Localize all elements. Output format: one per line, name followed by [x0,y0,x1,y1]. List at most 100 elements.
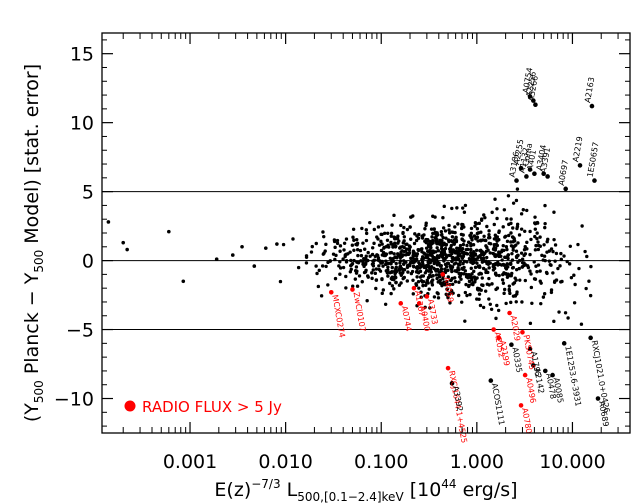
cluster-label: A1367 [413,290,426,317]
data-point [424,223,428,228]
data-point [359,253,364,258]
data-point [397,268,402,272]
data-point [552,237,556,242]
labelled-point [449,381,455,386]
data-point [559,251,563,256]
data-point [436,296,441,300]
data-point [316,284,321,289]
data-point [535,231,539,235]
data-point [520,300,524,304]
data-point [489,307,494,311]
data-point [291,237,295,241]
data-point [423,305,427,309]
data-point [553,259,557,263]
data-point [508,291,512,296]
y-tick-label: −10 [54,389,94,411]
data-point [409,271,414,276]
labelled-point [350,287,355,292]
data-point [432,256,436,260]
data-point [470,256,474,260]
data-point [461,254,466,259]
data-point [501,262,506,267]
data-point [519,251,524,255]
data-point [529,285,534,290]
data-point [507,284,512,288]
data-point [495,216,499,221]
data-point [353,277,358,281]
data-point [440,251,444,255]
data-point [263,246,268,250]
data-point [558,264,562,268]
data-point [480,276,484,280]
data-point [386,265,390,269]
data-point [511,226,515,230]
data-point [517,266,521,271]
y-tick-label: 5 [82,182,94,204]
data-point [470,275,474,280]
data-point [517,258,522,263]
data-point [381,288,386,292]
data-point [475,261,479,265]
data-point [441,235,445,240]
data-point [486,270,490,275]
data-point [352,248,356,252]
data-point [366,275,370,279]
data-point [533,248,538,252]
data-point [423,239,428,243]
data-point [474,248,479,252]
data-point [528,269,532,273]
y-tick-label: 10 [70,113,94,135]
data-point [389,231,394,235]
data-point [304,261,309,265]
x-tick-label: 0.100 [354,451,408,473]
data-point [495,243,500,248]
data-point [398,245,403,249]
data-point [511,201,516,205]
data-point [497,230,501,235]
data-point [364,261,368,265]
data-point [549,290,554,295]
data-point [386,274,390,278]
data-point [503,235,507,239]
data-point [503,255,508,260]
data-point [516,241,520,245]
data-point [467,279,472,284]
data-point [431,241,435,245]
data-point [509,262,513,266]
data-point [511,248,515,252]
data-point [495,286,500,290]
data-point [335,238,340,243]
data-point [275,242,279,246]
data-point [456,293,461,298]
data-point [460,247,465,251]
data-point [447,228,451,232]
data-point [364,268,368,273]
data-point [441,242,445,246]
data-point [481,256,486,260]
data-point [344,258,349,263]
data-point [380,224,385,228]
data-point [402,235,407,239]
labelled-point [440,272,446,277]
data-point [584,286,588,291]
labelled-point [411,285,417,291]
cluster-label: ZwCl0107 [351,291,367,332]
data-point [407,248,412,252]
data-point [442,259,446,263]
data-point [387,281,392,286]
data-point [333,245,337,250]
data-point [505,275,510,279]
data-point [372,227,377,232]
data-point [432,227,436,231]
cluster-label: A0689 [597,400,610,427]
data-point [384,245,388,249]
data-point [335,241,340,246]
data-point [495,239,499,243]
data-point [296,265,301,270]
data-point [465,260,469,264]
data-point [501,281,506,285]
data-point [338,244,343,248]
data-point [488,242,493,246]
data-point [394,265,398,270]
cluster-label: A0496 [524,377,537,404]
